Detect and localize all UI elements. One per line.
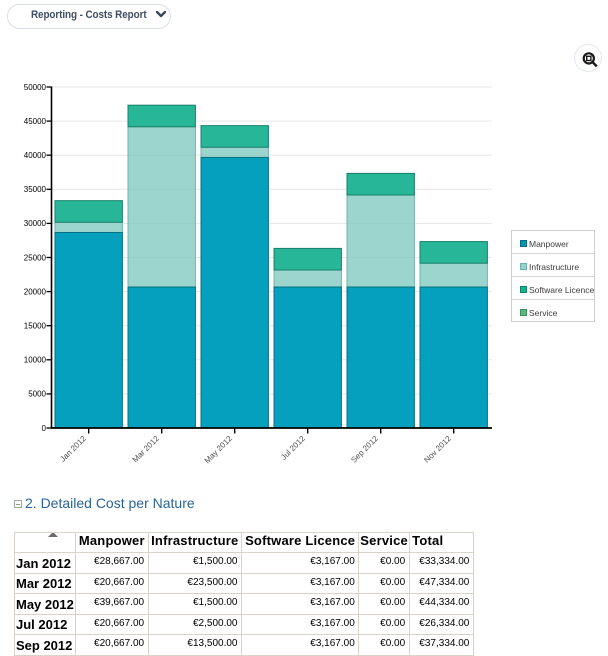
- svg-text:45000: 45000: [24, 117, 47, 126]
- svg-text:15000: 15000: [24, 322, 47, 331]
- svg-text:50000: 50000: [24, 83, 47, 92]
- svg-text:Nov 2012: Nov 2012: [422, 434, 453, 465]
- svg-text:Mar 2012: Mar 2012: [131, 434, 162, 465]
- svg-text:30000: 30000: [24, 219, 47, 228]
- svg-text:0: 0: [42, 424, 47, 433]
- svg-text:25000: 25000: [24, 253, 47, 262]
- svg-text:20000: 20000: [24, 287, 47, 296]
- svg-text:5000: 5000: [28, 390, 46, 399]
- svg-text:Jul 2012: Jul 2012: [279, 434, 307, 462]
- svg-text:Jan 2012: Jan 2012: [58, 434, 88, 464]
- svg-text:10000: 10000: [24, 356, 47, 365]
- svg-text:May 2012: May 2012: [203, 434, 235, 466]
- svg-text:Sep 2012: Sep 2012: [349, 434, 380, 465]
- svg-text:40000: 40000: [24, 151, 47, 160]
- svg-text:35000: 35000: [24, 185, 47, 194]
